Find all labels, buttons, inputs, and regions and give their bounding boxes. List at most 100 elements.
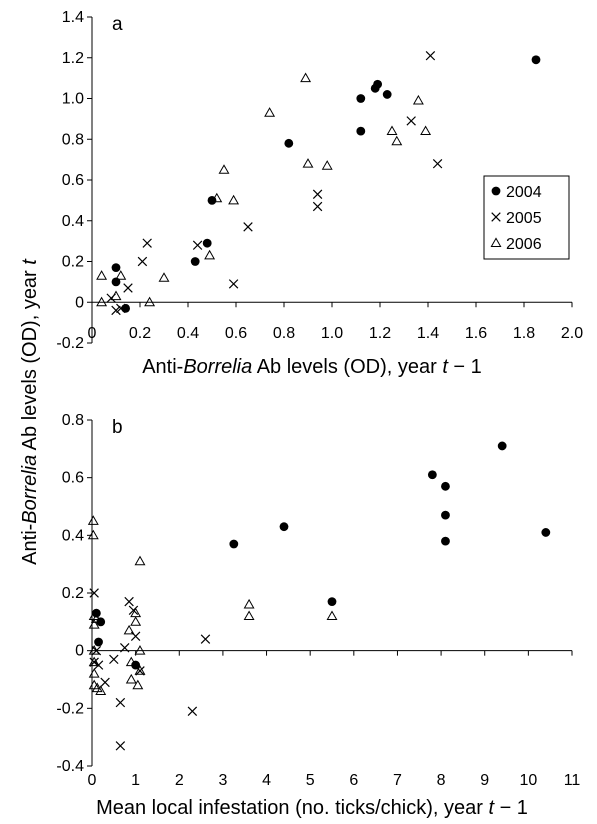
x-tick-label: 0.2 — [129, 325, 151, 342]
series-2005 — [106, 50, 443, 316]
data-point-2005 — [312, 201, 323, 212]
data-point-2006 — [211, 192, 223, 203]
x-tick-label: 0 — [88, 325, 97, 342]
legend-marker-2005 — [491, 212, 501, 222]
data-point-2006 — [158, 272, 170, 282]
x-tick-label: 1.8 — [513, 325, 535, 342]
data-point-2006 — [243, 610, 255, 621]
data-point-2004 — [441, 510, 450, 520]
legend-label-2004: 2004 — [506, 184, 542, 201]
data-point-2005 — [124, 596, 134, 607]
x-tick-label: 3 — [218, 772, 227, 789]
data-point-2006 — [386, 125, 398, 136]
panel-letter: a — [112, 14, 123, 35]
y-tick-label: 0.8 — [62, 412, 84, 429]
data-point-2004 — [327, 597, 337, 607]
data-point-2005 — [116, 303, 126, 314]
y-tick-label: 1.4 — [62, 9, 84, 26]
shared-y-axis-title: Anti-Borrelia Ab levels (OD), year t — [19, 258, 41, 565]
data-point-2004 — [121, 303, 130, 313]
y-tick-label: -0.4 — [56, 758, 84, 775]
series-2004 — [91, 441, 551, 670]
data-point-2006 — [95, 685, 107, 695]
y-tick-label: 0.8 — [62, 131, 84, 148]
data-point-2006 — [110, 290, 122, 301]
y-tick-label: 0.2 — [62, 585, 84, 602]
y-tick-label: 1.2 — [62, 50, 84, 67]
x-axis-title: Anti-Borrelia Ab levels (OD), year t − 1 — [142, 356, 482, 378]
data-point-2006 — [88, 656, 100, 667]
x-tick-label: 6 — [349, 772, 358, 789]
data-point-2006 — [96, 270, 108, 280]
x-tick-label: 10 — [519, 772, 537, 789]
data-point-2006 — [300, 72, 312, 83]
x-tick-label: 0 — [88, 772, 97, 789]
y-tick-label: 0.4 — [62, 213, 84, 230]
data-point-2006 — [115, 270, 127, 280]
x-tick-label: 1.4 — [417, 325, 439, 342]
data-point-2006 — [228, 194, 240, 205]
data-point-2004 — [373, 79, 382, 89]
x-tick-label: 8 — [437, 772, 446, 789]
x-tick-label: 5 — [306, 772, 315, 789]
data-point-2006 — [264, 107, 276, 117]
data-point-2005 — [135, 666, 145, 676]
panel-letter: b — [112, 417, 123, 438]
legend: 2004 2005 2006 — [483, 175, 570, 260]
y-tick-label: -0.2 — [56, 700, 84, 717]
x-tick-label: 1.2 — [369, 325, 391, 342]
x-tick-label: 0.6 — [225, 325, 247, 342]
data-point-2006 — [87, 515, 99, 525]
data-point-2006 — [391, 135, 403, 146]
x-tick-label: 2.0 — [561, 325, 583, 342]
data-point-2004 — [441, 536, 450, 546]
x-tick-label: 1 — [131, 772, 140, 789]
data-point-2006 — [130, 616, 142, 626]
y-tick-label: 0.2 — [62, 254, 84, 271]
data-point-2006 — [87, 529, 99, 540]
data-point-2005 — [243, 222, 253, 232]
x-tick-label: 11 — [564, 772, 581, 789]
y-tick-label: 0.6 — [62, 172, 84, 189]
data-point-2004 — [202, 238, 212, 248]
data-point-2006 — [412, 94, 424, 105]
data-point-2005 — [111, 305, 121, 316]
data-point-2006 — [88, 619, 100, 629]
data-point-2004 — [531, 55, 541, 65]
data-point-2006 — [125, 673, 137, 684]
data-point-2006 — [302, 158, 314, 168]
data-point-2004 — [382, 90, 392, 99]
panel-a-scatter-chart: -0.200.20.40.60.81.01.21.40 0.2 0.4 0.6 0.8 1… — [56, 9, 583, 378]
panel-b-scatter-chart: -0.4 -0.2 0 0.2 0.4 0.6 0.8 0 1 2 3 4 5 6 7 8 9 10 11 Mean … — [56, 412, 580, 819]
data-point-2006 — [326, 610, 338, 621]
data-point-2006 — [123, 624, 135, 635]
data-point-2005 — [130, 631, 141, 641]
data-point-2006 — [96, 296, 108, 307]
data-point-2004 — [356, 94, 366, 103]
data-point-2005 — [192, 240, 203, 250]
y-tick-label: -0.2 — [56, 335, 84, 352]
data-point-2005 — [89, 657, 99, 667]
data-point-2004 — [284, 138, 294, 148]
x-tick-label: 1.6 — [465, 325, 487, 342]
data-point-2005 — [115, 697, 126, 708]
y-tick-label: 1.0 — [62, 91, 84, 108]
data-point-2006 — [134, 555, 146, 566]
data-point-2005 — [128, 605, 139, 616]
y-tick-label: 0 — [75, 294, 84, 311]
data-point-2006 — [420, 125, 432, 136]
data-point-2005 — [89, 588, 99, 598]
data-point-2006 — [243, 598, 255, 609]
data-point-2004 — [229, 539, 239, 549]
data-point-2006 — [88, 645, 100, 655]
data-point-2004 — [356, 126, 366, 136]
data-point-2005 — [109, 654, 119, 665]
data-point-2005 — [228, 279, 239, 289]
x-tick-label: 0.4 — [177, 325, 199, 342]
data-point-2004 — [497, 441, 507, 451]
data-point-2004 — [279, 522, 289, 532]
legend-marker-2006 — [490, 237, 502, 247]
data-point-2005 — [200, 634, 211, 644]
data-point-2004 — [541, 528, 551, 537]
